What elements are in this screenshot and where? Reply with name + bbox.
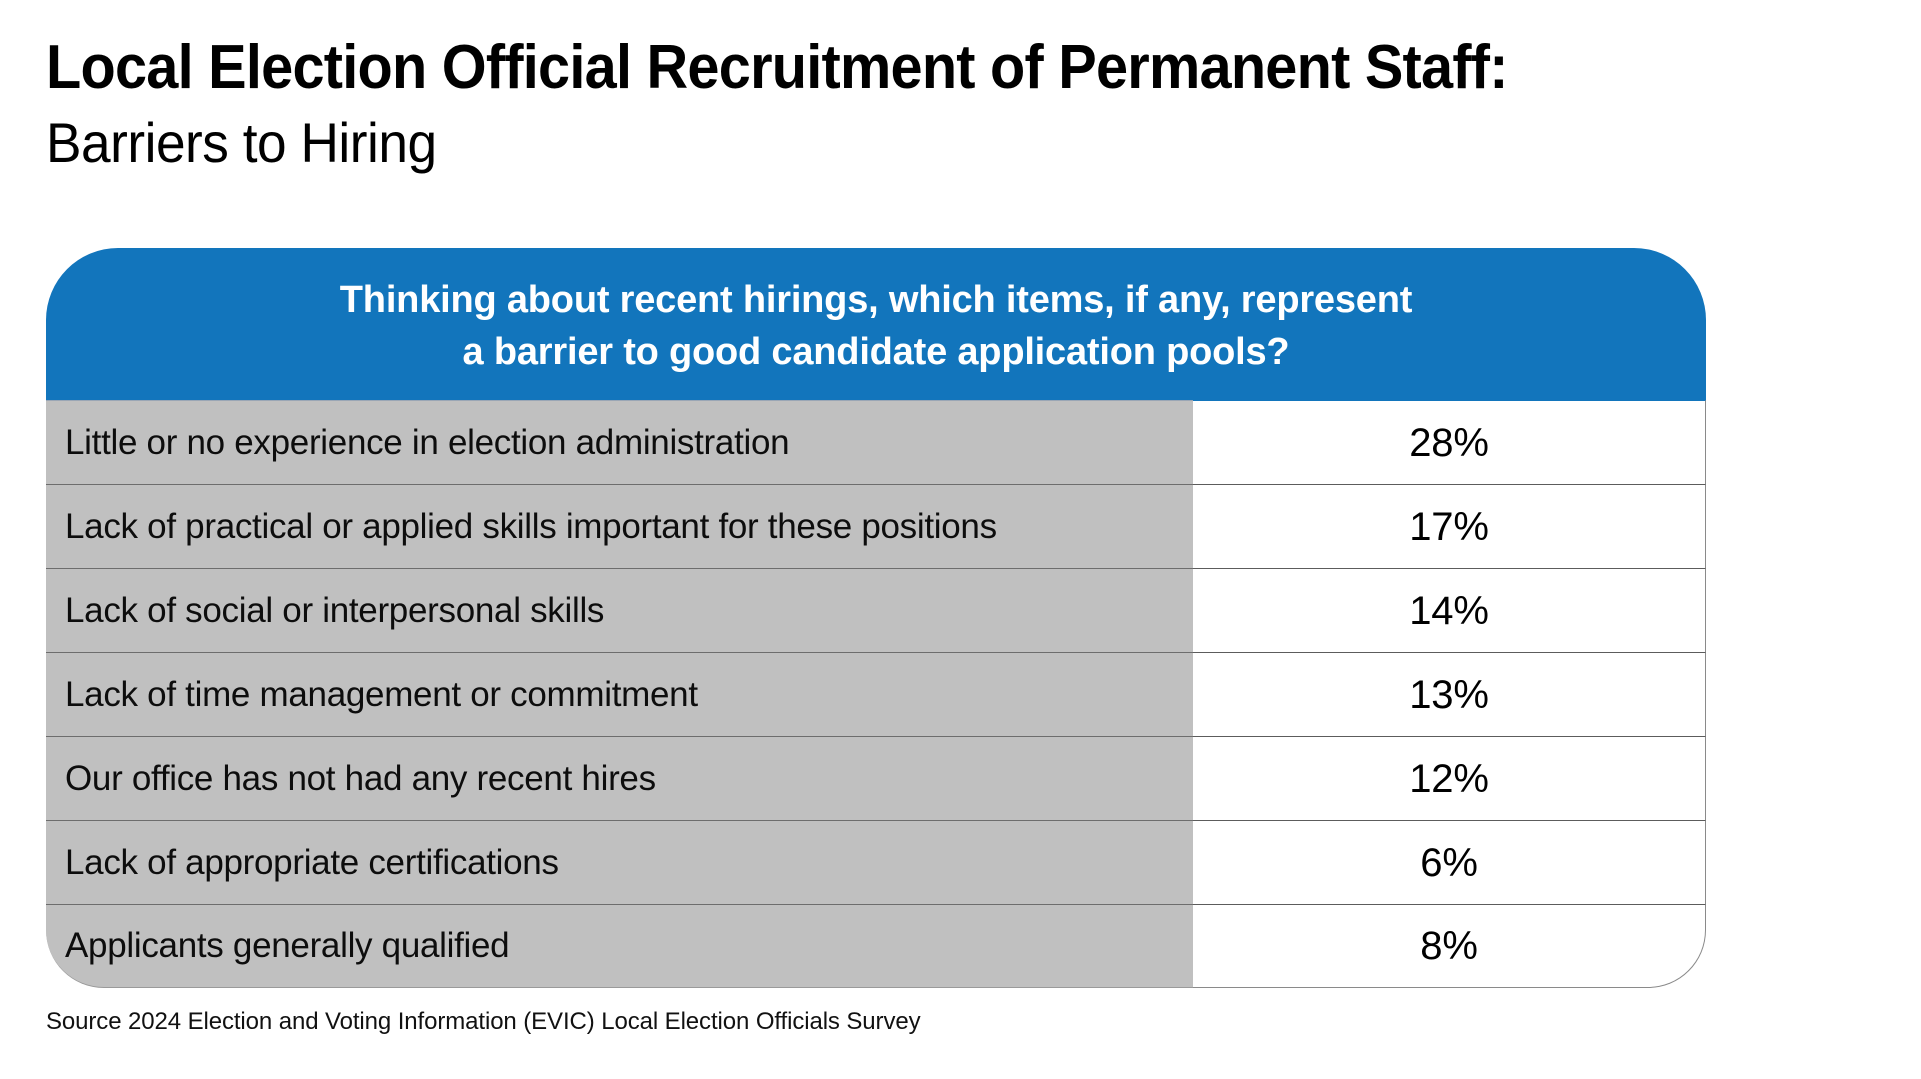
row-label-cell: Little or no experience in election admi… (46, 400, 1193, 484)
row-value-cell: 17% (1193, 484, 1706, 568)
question-header-line-2: a barrier to good candidate application … (462, 331, 1290, 373)
page-subtitle: Barriers to Hiring (46, 111, 437, 174)
table-row: Our office has not had any recent hires … (46, 736, 1706, 820)
row-label-cell: Lack of practical or applied skills impo… (46, 484, 1193, 568)
row-label-text: Our office has not had any recent hires (65, 758, 656, 798)
row-label-cell: Lack of social or interpersonal skills (46, 568, 1193, 652)
row-value-text: 12% (1409, 756, 1489, 801)
row-value-cell: 13% (1193, 652, 1706, 736)
page-title: Local Election Official Recruitment of P… (46, 33, 1508, 102)
question-header-line-1: Thinking about recent hirings, which ite… (339, 279, 1413, 321)
row-value-text: 8% (1420, 924, 1478, 968)
table-row: Lack of time management or commitment 13… (46, 652, 1706, 736)
row-label-text: Lack of practical or applied skills impo… (65, 506, 997, 546)
row-label-cell: Lack of appropriate certifications (46, 820, 1193, 904)
table-row: Lack of appropriate certifications 6% (46, 820, 1706, 904)
row-value-cell: 8% (1193, 904, 1706, 988)
row-label-text: Lack of social or interpersonal skills (65, 590, 605, 630)
table-row: Little or no experience in election admi… (46, 400, 1706, 484)
source-note: Source 2024 Election and Voting Informat… (46, 1008, 921, 1035)
table-row: Applicants generally qualified 8% (46, 904, 1706, 988)
barriers-table: Thinking about recent hirings, which ite… (46, 248, 1706, 988)
table-row: Lack of practical or applied skills impo… (46, 484, 1706, 568)
row-value-text: 6% (1420, 840, 1478, 885)
title-block: Local Election Official Recruitment of P… (46, 34, 1866, 174)
question-header: Thinking about recent hirings, which ite… (46, 248, 1706, 400)
row-value-cell: 6% (1193, 820, 1706, 904)
row-value-cell: 14% (1193, 568, 1706, 652)
row-value-cell: 28% (1193, 400, 1706, 484)
table-rows: Little or no experience in election admi… (46, 400, 1706, 988)
row-label-cell: Applicants generally qualified (46, 904, 1193, 988)
row-label-text: Lack of time management or commitment (65, 674, 698, 714)
row-label-text: Applicants generally qualified (65, 926, 510, 965)
row-value-text: 28% (1409, 420, 1489, 465)
row-value-text: 17% (1409, 504, 1489, 549)
row-label-cell: Lack of time management or commitment (46, 652, 1193, 736)
row-value-text: 13% (1409, 672, 1489, 717)
table-row: Lack of social or interpersonal skills 1… (46, 568, 1706, 652)
row-label-text: Little or no experience in election admi… (65, 422, 790, 462)
row-value-cell: 12% (1193, 736, 1706, 820)
row-label-text: Lack of appropriate certifications (65, 842, 559, 882)
row-label-cell: Our office has not had any recent hires (46, 736, 1193, 820)
row-value-text: 14% (1409, 588, 1489, 633)
